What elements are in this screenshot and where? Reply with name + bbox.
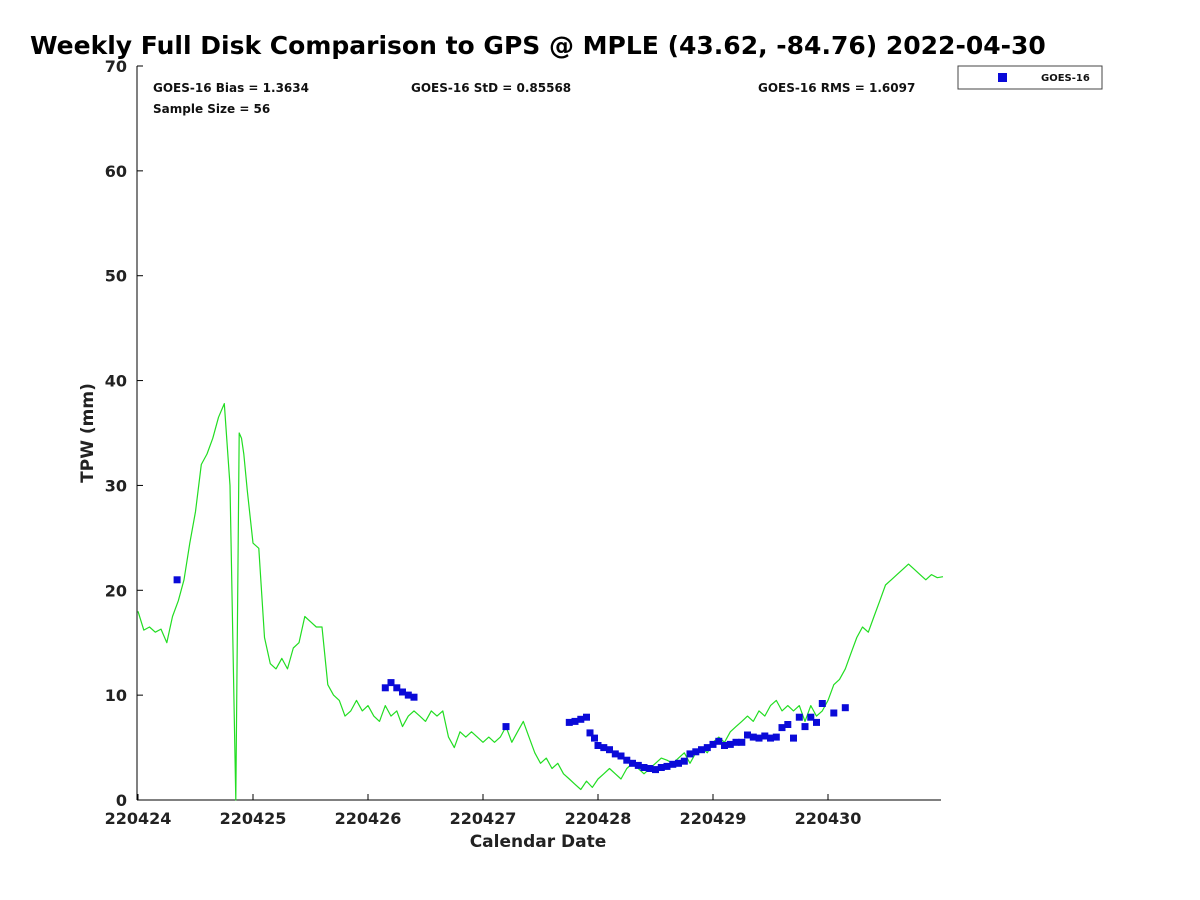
goes16-point — [640, 764, 648, 771]
goes16-point — [381, 684, 389, 692]
goes16-point — [784, 721, 792, 728]
x-axis-label: Calendar Date — [470, 832, 607, 852]
std-stat: GOES-16 StD = 0.85568 — [411, 81, 571, 95]
goes16-series — [173, 576, 849, 774]
goes16-point — [577, 715, 585, 723]
y-tick-label: 0 — [116, 791, 127, 810]
goes16-point — [669, 760, 677, 768]
x-tick-label: 220429 — [680, 809, 747, 828]
goes16-point — [795, 713, 803, 721]
goes16-point — [663, 762, 671, 770]
goes16-point — [502, 723, 510, 731]
goes16-point — [629, 759, 636, 767]
sample-size-stat: Sample Size = 56 — [153, 102, 270, 116]
y-tick-label: 50 — [105, 267, 127, 286]
goes16-point — [721, 742, 728, 749]
goes16-point — [703, 744, 711, 752]
goes16-point — [830, 709, 838, 717]
legend-marker-goes16 — [998, 73, 1007, 82]
goes16-point — [646, 765, 654, 772]
goes16-point — [738, 738, 746, 746]
y-ticks: 0 10 20 30 40 50 60 70 — [105, 57, 143, 810]
goes16-point — [586, 729, 594, 737]
goes16-point — [715, 737, 723, 745]
chart-title: Weekly Full Disk Comparison to GPS @ MPL… — [30, 31, 1046, 60]
goes16-point — [744, 731, 751, 739]
x-tick-label: 220427 — [450, 809, 517, 828]
goes16-point — [841, 704, 849, 712]
goes16-point — [790, 734, 797, 742]
y-tick-label: 20 — [105, 581, 127, 600]
goes16-point — [404, 691, 412, 699]
goes16-point — [606, 746, 613, 754]
goes16-point — [807, 713, 815, 721]
goes16-point — [686, 750, 694, 758]
goes16-point — [600, 744, 608, 752]
goes16-point — [755, 734, 763, 742]
legend-box — [957, 65, 1103, 90]
x-tick-label: 220424 — [105, 809, 172, 828]
goes16-point — [818, 700, 826, 707]
y-tick-label: 60 — [105, 162, 127, 181]
goes16-point — [591, 734, 598, 742]
goes16-point — [583, 713, 590, 721]
goes16-point — [617, 752, 625, 760]
x-ticks: 220424 220425 220426 220427 220428 220429 2204… — [105, 794, 862, 828]
gps-series-line — [137, 403, 944, 801]
goes16-point — [652, 766, 659, 774]
goes16-point — [680, 757, 688, 765]
goes16-point — [611, 750, 619, 758]
goes16-point — [173, 576, 181, 584]
legend: GOES-16 — [957, 65, 1103, 90]
y-axis-label: TPW (mm) — [78, 383, 98, 483]
goes16-point — [778, 724, 786, 732]
goes16-point — [709, 740, 717, 748]
rms-stat: GOES-16 RMS = 1.6097 — [758, 81, 915, 95]
x-tick-label: 220428 — [565, 809, 632, 828]
x-tick-label: 220430 — [795, 809, 862, 828]
goes16-point — [393, 684, 401, 692]
goes16-point — [732, 738, 740, 746]
goes16-point — [634, 761, 642, 769]
y-tick-label: 10 — [105, 686, 127, 705]
x-tick-label: 220425 — [220, 809, 287, 828]
goes16-point — [749, 733, 757, 741]
goes16-point — [594, 742, 602, 749]
plot-area: 0 10 20 30 40 50 60 70 220424 220425 220426 220427… — [105, 57, 944, 828]
goes16-point — [726, 740, 734, 748]
y-tick-label: 70 — [105, 57, 127, 76]
goes16-point — [410, 693, 418, 701]
goes16-point — [387, 679, 395, 687]
goes16-point — [698, 746, 705, 754]
goes16-point — [692, 748, 700, 756]
goes16-point — [772, 733, 780, 741]
bias-stat: GOES-16 Bias = 1.3634 — [153, 81, 309, 95]
goes16-point — [657, 764, 665, 771]
goes16-point — [767, 734, 774, 742]
goes16-point — [571, 717, 579, 725]
goes16-point — [623, 756, 631, 764]
x-tick-label: 220426 — [335, 809, 402, 828]
legend-label-goes16: GOES-16 — [1041, 73, 1090, 84]
y-tick-label: 40 — [105, 372, 127, 391]
goes16-point — [761, 732, 769, 740]
goes16-point — [565, 718, 573, 726]
goes16-point — [399, 688, 406, 696]
gps-series — [137, 403, 944, 801]
goes16-point — [801, 723, 809, 731]
goes16-point — [813, 718, 820, 726]
y-tick-label: 30 — [105, 476, 127, 495]
goes16-point — [675, 759, 682, 767]
